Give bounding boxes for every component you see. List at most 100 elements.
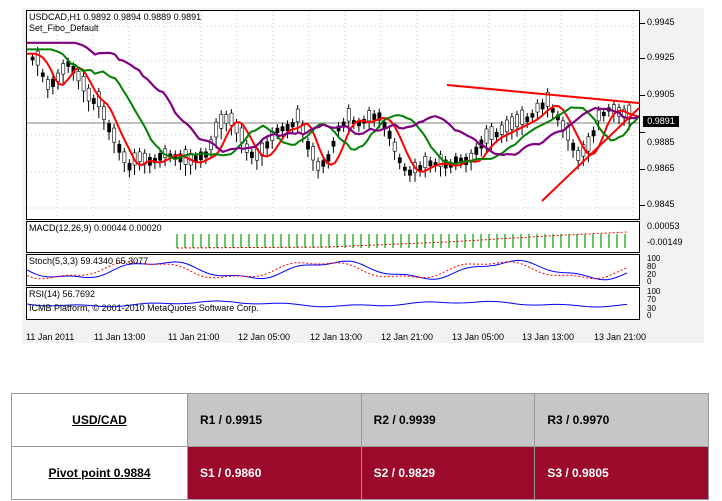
candle-body: [127, 162, 132, 171]
candle-body: [137, 151, 142, 162]
moving-average-line: [27, 52, 639, 173]
candle-body: [341, 121, 346, 127]
current-price-marker: 0.9891: [643, 116, 679, 127]
candle-body: [199, 151, 203, 161]
pair-name-cell: USD/CAD: [11, 393, 188, 447]
candle-body: [311, 146, 316, 161]
candle-body: [295, 108, 300, 123]
candle-body: [290, 122, 295, 128]
candle-body: [428, 160, 433, 167]
s1-cell: S1 / 0.9860: [187, 446, 362, 500]
time-tick: 11 Jan 13:00: [94, 332, 146, 342]
candle-body: [367, 110, 372, 122]
price-tick: 0.9905: [647, 89, 675, 99]
rsi-tick: 70: [647, 295, 656, 304]
stoch-tick: 100: [647, 254, 661, 263]
price-tick: 0.9865: [647, 163, 675, 173]
candle-body: [535, 102, 540, 113]
candle-body: [280, 126, 285, 132]
time-tick: 13 Jan 21:00: [594, 332, 647, 342]
rsi-tick: 30: [647, 304, 656, 313]
stoch-tick: 20: [647, 270, 656, 279]
rsi-tick: 100: [647, 287, 661, 296]
candle-body: [102, 106, 106, 120]
candle-body: [494, 131, 499, 138]
resistance-trendline: [446, 84, 639, 104]
candle-body: [571, 142, 576, 151]
time-tick: 11 Jan 2011: [26, 332, 75, 342]
rsi-line: [27, 300, 628, 308]
macd-label: MACD(12,26,9) 0.00044 0.00020: [29, 223, 162, 233]
symbol-header: USDCAD,H1 0.9892 0.9894 0.9889 0.9891: [29, 12, 202, 22]
candle-body: [30, 56, 35, 61]
candle-body: [45, 79, 50, 90]
time-tick: 12 Jan 21:00: [381, 332, 434, 342]
candle-body: [117, 143, 122, 153]
candle-body: [40, 72, 45, 77]
support-trendline: [541, 107, 639, 202]
candle-body: [285, 124, 290, 132]
rsi-pane[interactable]: RSI(14) 56.7692 ICMB Platform, © 2001-20…: [26, 287, 640, 320]
time-tick: 12 Jan 05:00: [238, 332, 291, 342]
candle-body: [484, 128, 489, 144]
candle-body: [499, 124, 504, 135]
stoch-tick: 0: [647, 277, 652, 286]
candle-body: [550, 108, 555, 113]
pivot-levels-table: USD/CAD R1 / 0.9915 R2 / 0.9939 R3 / 0.9…: [11, 393, 709, 500]
rsi-tick: 0: [647, 311, 652, 320]
stoch-main-line: [27, 259, 628, 281]
candle-body: [474, 146, 479, 155]
candle-body: [346, 108, 351, 122]
stoch-tick: 80: [647, 262, 656, 271]
pivot-point: Pivot point 0.9884: [48, 466, 151, 480]
candle-body: [504, 119, 509, 133]
candle-body: [387, 130, 392, 139]
price-tick: 0.9945: [647, 17, 675, 27]
macd-pane[interactable]: MACD(12,26,9) 0.00044 0.00020: [26, 221, 640, 253]
r1-cell: R1 / 0.9915: [187, 393, 362, 447]
stochastic-pane[interactable]: Stoch(5,3,3) 59.4340 65.3077: [26, 254, 640, 286]
time-tick: 12 Jan 13:00: [310, 332, 363, 342]
candle-body: [275, 127, 280, 134]
candle-body: [91, 98, 96, 104]
template-label: Set_Fibo_Default: [29, 23, 99, 33]
s2-cell: S2 / 0.9829: [360, 446, 536, 500]
candle-body: [81, 76, 86, 92]
candle-body: [214, 121, 219, 138]
candle-body: [596, 109, 601, 122]
candle-body: [265, 141, 270, 149]
candle-body: [122, 151, 127, 163]
candle-body: [229, 112, 234, 126]
candle-body: [576, 150, 581, 161]
candle-body: [530, 113, 535, 118]
stoch-signal-line: [27, 261, 628, 280]
pivot-point-cell: Pivot point 0.9884: [11, 446, 188, 500]
macd-tick: 0.00053: [647, 221, 680, 231]
pair-name: USD/CAD: [72, 413, 127, 427]
candle-body: [224, 114, 229, 124]
macd-signal-line: [176, 231, 628, 249]
candle-body: [469, 152, 474, 163]
candle-body: [489, 126, 494, 140]
candle-body: [418, 165, 423, 171]
moving-average-line: [27, 41, 639, 157]
price-tick: 0.9845: [647, 199, 675, 209]
candle-body: [112, 127, 117, 143]
candle-body: [515, 114, 520, 128]
price-chart-window: USDCAD,H1 0.9892 0.9894 0.9889 0.9891 Se…: [22, 8, 704, 343]
candle-body: [540, 102, 545, 110]
candle-body: [316, 161, 321, 171]
price-pane[interactable]: USDCAD,H1 0.9892 0.9894 0.9889 0.9891 Se…: [26, 10, 640, 220]
candle-body: [586, 136, 591, 152]
candle-body: [239, 127, 244, 143]
macd-histogram: [176, 231, 628, 249]
candle-body: [510, 116, 514, 130]
candle-body: [377, 112, 382, 121]
candle-body: [397, 157, 402, 164]
price-tick: 0.9885: [647, 137, 675, 147]
candle-body: [525, 116, 530, 122]
time-tick: 13 Jan 05:00: [452, 332, 505, 342]
candle-body: [423, 156, 428, 168]
rsi-line: [27, 300, 628, 308]
candle-body: [326, 154, 331, 162]
